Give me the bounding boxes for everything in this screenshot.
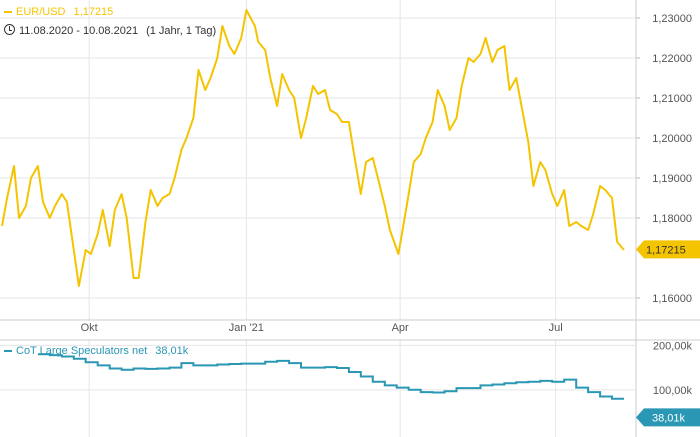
cot-last-value-label: 38,01k bbox=[652, 412, 686, 424]
cot-series-name: CoT Large Speculators net bbox=[16, 345, 148, 357]
eurusd-series-line bbox=[1, 9, 625, 287]
y-tick-label: 1,18000 bbox=[652, 213, 692, 225]
clock-icon bbox=[4, 24, 15, 35]
cot-series-swatch bbox=[4, 350, 12, 353]
cot-series-line bbox=[37, 353, 624, 400]
date-range-line: 11.08.2020 - 10.08.2021 (1 Jahr, 1 Tag) bbox=[4, 24, 216, 37]
cot-series-value: 38,01k bbox=[155, 345, 189, 357]
cot-y-tick-label: 200,00k bbox=[653, 340, 693, 352]
cot-y-tick-label: 100,00k bbox=[653, 385, 693, 397]
y-tick-label: 1,20000 bbox=[652, 133, 692, 145]
x-tick-label: Jul bbox=[549, 322, 563, 334]
y-tick-label: 1,23000 bbox=[652, 13, 692, 25]
x-tick-label: Jan '21 bbox=[229, 322, 264, 334]
y-tick-label: 1,22000 bbox=[652, 53, 692, 65]
cot-legend: CoT Large Speculators net 38,01k bbox=[4, 345, 188, 357]
last-value-marker bbox=[636, 240, 700, 259]
main-series-value: 1,17215 bbox=[73, 6, 114, 18]
y-tick-label: 1,21000 bbox=[652, 93, 692, 105]
main-legend: EUR/USD 1,17215 bbox=[4, 6, 113, 18]
cot-last-value-marker bbox=[636, 408, 700, 427]
x-tick-label: Apr bbox=[392, 322, 409, 334]
date-range: 11.08.2020 - 10.08.2021 bbox=[19, 25, 139, 37]
y-tick-label: 1,16000 bbox=[652, 293, 692, 305]
x-tick-label: Okt bbox=[81, 322, 98, 334]
last-value-label: 1,17215 bbox=[646, 244, 686, 256]
y-tick-label: 1,19000 bbox=[652, 173, 692, 185]
period: (1 Jahr, 1 Tag) bbox=[146, 25, 217, 37]
main-series-name: EUR/USD bbox=[16, 6, 66, 18]
main-series-swatch bbox=[4, 11, 12, 14]
